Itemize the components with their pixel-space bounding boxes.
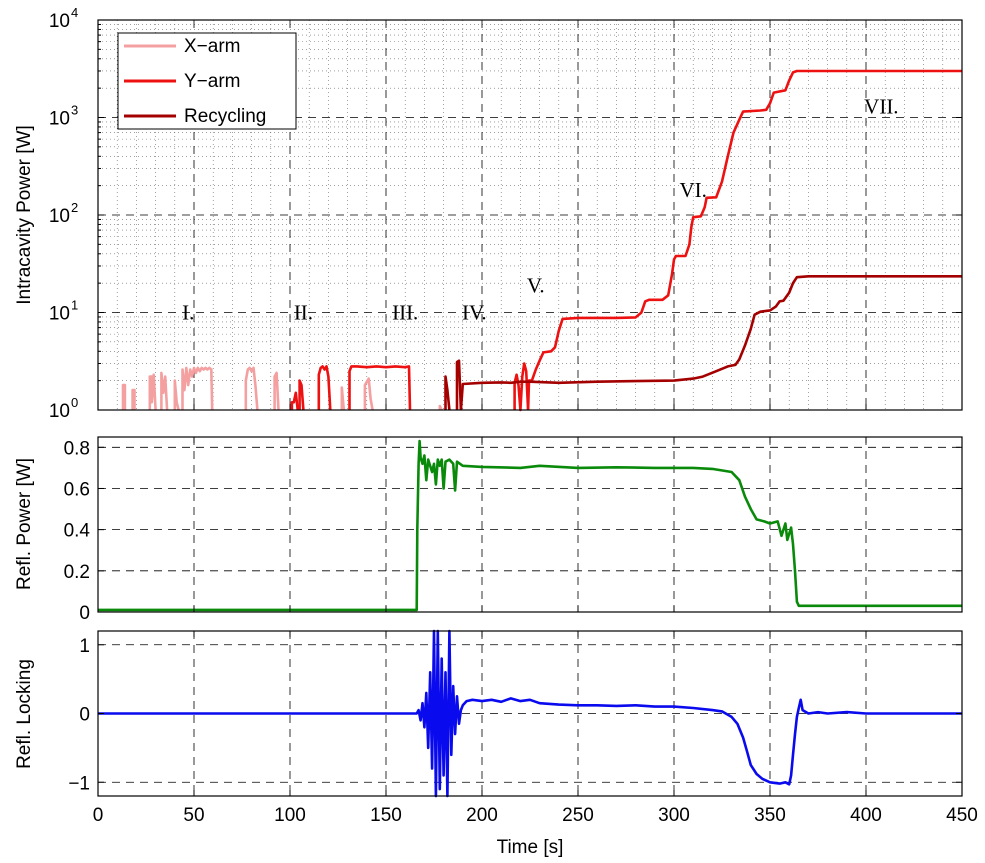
- series-line-x-arm: [148, 373, 157, 411]
- y-tick-label: 0: [79, 603, 90, 624]
- y-tick-label: 10: [49, 304, 70, 325]
- series-line-y-arm: [513, 362, 530, 412]
- legend-item-y-arm: Y−arm: [124, 71, 241, 92]
- series-line-x-arm: [438, 404, 443, 411]
- intracavity-series: [121, 69, 962, 412]
- x-tick-label: 100: [274, 805, 306, 826]
- series-line-y-arm: [526, 69, 962, 411]
- x-tick-label: 300: [658, 805, 690, 826]
- phase-label: VII.: [864, 94, 898, 118]
- y-tick-exponent: 1: [71, 298, 78, 313]
- legend-label-y-arm: Y−arm: [184, 71, 241, 92]
- y-tick-label: 0.2: [64, 562, 90, 583]
- series-line-x-arm: [121, 383, 127, 410]
- reflected-axes-frame: [97, 436, 963, 613]
- x-tick-label: 350: [754, 805, 786, 826]
- series-line: [98, 629, 962, 798]
- phase-labels: I. II. III. IV. V. VI. VII.: [182, 94, 898, 324]
- y-tick-exponent: 0: [71, 395, 78, 410]
- x-tick-label: 250: [562, 805, 594, 826]
- reflected-grid: [98, 437, 962, 613]
- x-tick-label: 200: [466, 805, 498, 826]
- intracavity-grid: [98, 20, 962, 410]
- phase-label: V.: [527, 273, 545, 297]
- series-line-x-arm: [160, 371, 169, 411]
- x-tick-label: 0: [93, 805, 104, 826]
- intracavity-y-axis-label: Intracavity Power [W]: [14, 125, 35, 305]
- y-tick-label: 1: [79, 636, 90, 657]
- series-line-recycling: [444, 375, 451, 411]
- x-axis-label: Time [s]: [497, 837, 564, 858]
- y-tick-label: −1: [68, 773, 90, 794]
- y-tick-label: 10: [49, 11, 70, 32]
- reflected-ticks: 0 0.2 0.4 0.6 0.8: [64, 437, 962, 624]
- series-line-recycling: [455, 359, 463, 411]
- y-tick-exponent: 3: [71, 103, 78, 118]
- series-line-y-arm: [317, 365, 332, 411]
- series-line-recycling: [459, 275, 962, 411]
- y-tick-label: 0.8: [64, 438, 90, 459]
- reflected-y-axis-label: Refl. Power [W]: [14, 458, 35, 590]
- locking-y-axis-label: Refl. Locking: [14, 659, 35, 769]
- legend-item-x-arm: X−arm: [124, 36, 241, 57]
- phase-label: VI.: [679, 178, 706, 202]
- series-line-x-arm: [273, 371, 280, 411]
- series-line-x-arm: [173, 379, 180, 411]
- y-tick-label: 0: [79, 705, 90, 726]
- y-tick-label: 10: [49, 401, 70, 422]
- series-line-x-arm: [244, 366, 259, 411]
- y-tick-label: 0.6: [64, 479, 90, 500]
- x-tick-label: 50: [183, 805, 204, 826]
- reflected-series: [98, 439, 962, 612]
- series-line-x-arm: [340, 386, 346, 411]
- legend-label-recycling: Recycling: [184, 106, 266, 127]
- series-line: [98, 439, 962, 612]
- series-line-y-arm: [298, 379, 305, 411]
- series-line-y-arm: [348, 365, 412, 411]
- series-line-x-arm: [181, 366, 214, 411]
- phase-label: I.: [182, 301, 194, 325]
- phase-label: III.: [392, 301, 418, 325]
- reflected-power-panel: 0 0.2 0.4 0.6 0.8 Refl. Power [W]: [14, 436, 963, 624]
- y-tick-label: 10: [49, 206, 70, 227]
- y-tick-label: 0.4: [64, 521, 91, 542]
- locking-series: [98, 629, 962, 798]
- x-tick-label: 450: [946, 805, 978, 826]
- legend: X−arm Y−arm Recycling: [117, 32, 297, 130]
- y-tick-exponent: 2: [71, 200, 78, 215]
- x-tick-label: 150: [370, 805, 402, 826]
- legend-label-x-arm: X−arm: [184, 36, 241, 57]
- y-tick-exponent: 4: [71, 5, 78, 20]
- series-line-x-arm: [363, 377, 374, 411]
- phase-label: IV.: [462, 301, 487, 325]
- x-tick-label: 400: [850, 805, 882, 826]
- legend-item-recycling: Recycling: [124, 106, 266, 127]
- y-tick-label: 10: [49, 109, 70, 130]
- series-line-y-arm: [290, 391, 299, 411]
- phase-label: II.: [294, 301, 313, 325]
- series-line-x-arm: [131, 388, 136, 410]
